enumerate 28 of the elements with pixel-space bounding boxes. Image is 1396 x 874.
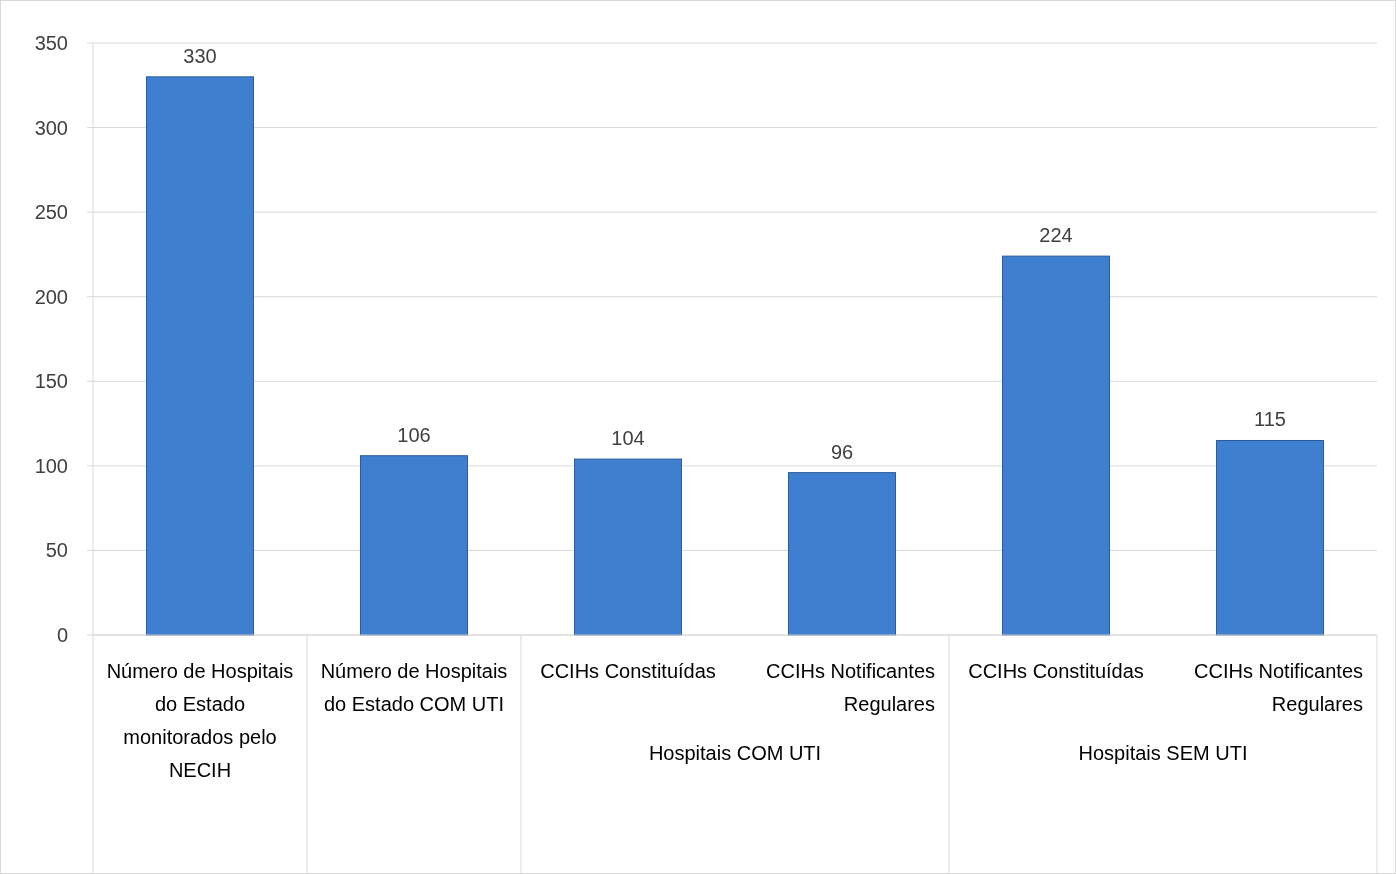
data-label: 330: [183, 44, 217, 67]
x-tick-label: CCIHs Constituídas: [540, 660, 716, 682]
data-label: 106: [397, 423, 431, 446]
bar: [574, 458, 682, 636]
y-tick-label: 300: [34, 116, 68, 139]
text: Hospitais COM UTI: [648, 742, 822, 764]
x-tick-label: CCIHs Notificantes Regulares: [1194, 660, 1363, 715]
data-label: 96: [830, 440, 854, 463]
data-label: 104: [611, 427, 645, 450]
bar: [1216, 439, 1324, 636]
x-tick-label: Número de Hospitais do Estado COM UTI: [320, 660, 508, 715]
text: Hospitais SEM UTI: [1078, 742, 1248, 764]
bar: [1002, 255, 1110, 636]
y-tick-label: 200: [34, 285, 68, 308]
data-label: 115: [1254, 408, 1286, 431]
y-tick-label: 50: [45, 539, 68, 562]
y-tick-label: 250: [34, 201, 68, 224]
data-label: 224: [1039, 224, 1073, 247]
x-tick-label: Número de Hospitais do Estado monitorados pelo NECIH: [106, 660, 294, 781]
y-tick-label: 150: [34, 370, 68, 393]
x-tick-label: CCIHs Constituídas: [968, 660, 1144, 682]
bar: [146, 76, 254, 636]
y-tick-label: 100: [34, 454, 68, 477]
y-tick-label: 350: [34, 32, 68, 54]
y-tick-label: 0: [56, 624, 68, 646]
bar: [788, 472, 896, 636]
x-tick-label: CCIHs Notificantes Regulares: [766, 660, 935, 715]
bar: [360, 455, 468, 636]
